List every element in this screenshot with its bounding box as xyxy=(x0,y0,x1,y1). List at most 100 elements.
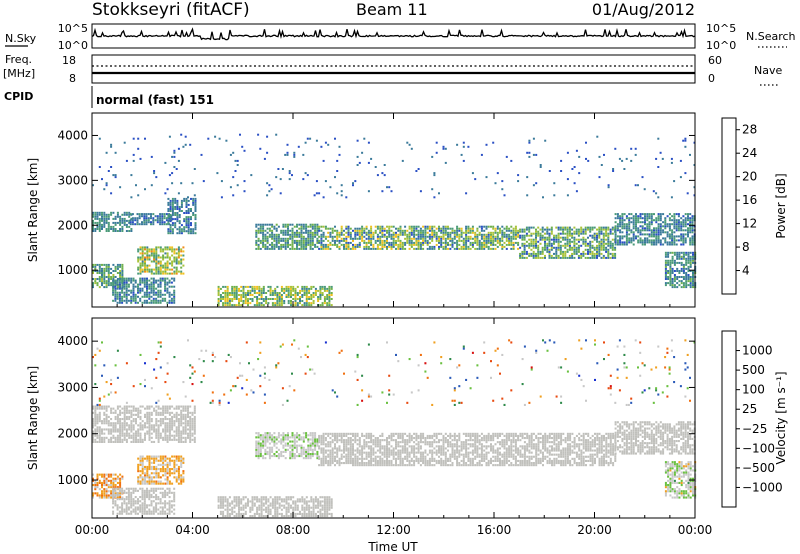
velocity-cell xyxy=(146,407,149,410)
power-cell xyxy=(128,221,131,224)
power-cell xyxy=(687,267,690,270)
velocity-cell xyxy=(135,434,137,437)
power-cell xyxy=(669,280,672,283)
power-cell xyxy=(582,238,585,241)
velocity-cell xyxy=(141,478,144,481)
power-cell xyxy=(334,176,336,179)
velocity-cell xyxy=(155,498,158,501)
power-cell xyxy=(383,241,386,244)
power-cell xyxy=(130,289,133,292)
velocity-cell xyxy=(123,413,126,416)
power-cell xyxy=(544,228,546,231)
power-cell xyxy=(324,180,327,183)
power-cell xyxy=(605,248,608,251)
velocity-cell xyxy=(168,438,171,441)
power-cell xyxy=(379,237,382,240)
power-cell xyxy=(267,285,270,288)
power-cell xyxy=(114,295,117,298)
power-cell xyxy=(171,201,174,204)
power-cell xyxy=(289,229,292,232)
power-cell xyxy=(167,208,170,210)
power-cell xyxy=(664,282,667,285)
power-cell xyxy=(283,302,286,305)
power-cell xyxy=(226,285,229,288)
power-cell xyxy=(173,166,176,168)
power-cell xyxy=(294,300,297,302)
velocity-cell xyxy=(116,475,119,478)
velocity-cell xyxy=(139,510,142,513)
power-cell xyxy=(682,241,685,244)
velocity-cell xyxy=(130,504,133,507)
power-cell xyxy=(550,254,553,257)
power-cell xyxy=(259,239,262,242)
velocity-cell xyxy=(171,482,174,485)
power-cell xyxy=(176,206,179,208)
velocity-cell xyxy=(162,468,165,471)
power-cell xyxy=(431,227,434,230)
velocity-cell xyxy=(168,413,171,416)
power-cell xyxy=(419,247,422,250)
power-cell xyxy=(273,237,276,240)
velocity-cell xyxy=(139,496,142,499)
power-cell xyxy=(408,225,411,228)
power-cell xyxy=(659,243,662,246)
power-cell xyxy=(503,233,506,236)
velocity-cell xyxy=(157,502,160,505)
power-cell xyxy=(139,252,142,255)
power-cell xyxy=(231,304,234,307)
power-cell xyxy=(338,241,341,244)
velocity-cell xyxy=(146,482,149,485)
velocity-cell xyxy=(110,479,113,482)
velocity-cell xyxy=(148,418,151,421)
power-cell xyxy=(276,296,279,298)
velocity-cell xyxy=(193,426,196,429)
power-cell xyxy=(238,298,240,300)
power-cell xyxy=(478,231,481,234)
power-cell xyxy=(164,279,167,282)
power-cell xyxy=(600,256,603,259)
power-cell xyxy=(584,226,587,229)
power-cell xyxy=(605,232,608,235)
velocity-cell xyxy=(135,407,137,410)
velocity-cell xyxy=(177,476,180,479)
power-cell xyxy=(105,267,108,270)
power-cell xyxy=(667,276,670,278)
power-cell xyxy=(114,279,117,282)
velocity-cell xyxy=(141,459,144,462)
velocity-cell xyxy=(144,482,146,485)
power-cell xyxy=(174,201,177,204)
power-cell xyxy=(244,292,247,294)
power-cell xyxy=(415,239,418,242)
power-cell xyxy=(127,289,130,292)
power-cell xyxy=(386,237,388,240)
power-cell xyxy=(269,289,272,292)
power-cell xyxy=(318,225,321,228)
power-cell xyxy=(157,289,160,292)
velocity-cell xyxy=(224,500,227,503)
power-cell xyxy=(667,253,670,256)
power-cell xyxy=(92,221,94,224)
power-cell xyxy=(167,210,170,212)
power-cell xyxy=(285,296,288,298)
velocity-cell xyxy=(144,424,146,427)
power-cell xyxy=(388,229,391,232)
power-cell xyxy=(262,225,265,228)
velocity-cell xyxy=(121,438,124,441)
power-cell xyxy=(112,230,115,232)
power-cell xyxy=(609,228,612,231)
power-cell xyxy=(173,299,176,302)
power-cell xyxy=(670,196,673,199)
power-cell xyxy=(659,151,662,154)
velocity-cell xyxy=(166,422,169,425)
power-cell xyxy=(280,294,283,296)
power-cell xyxy=(289,243,292,246)
power-cell xyxy=(431,225,434,228)
velocity-cell xyxy=(162,405,165,408)
power-cell xyxy=(169,203,172,206)
power-cell xyxy=(300,227,303,230)
power-cell xyxy=(548,232,551,235)
velocity-cell xyxy=(146,476,149,479)
velocity-cell xyxy=(139,455,142,458)
power-cell xyxy=(296,229,298,232)
velocity-cell xyxy=(155,455,158,458)
